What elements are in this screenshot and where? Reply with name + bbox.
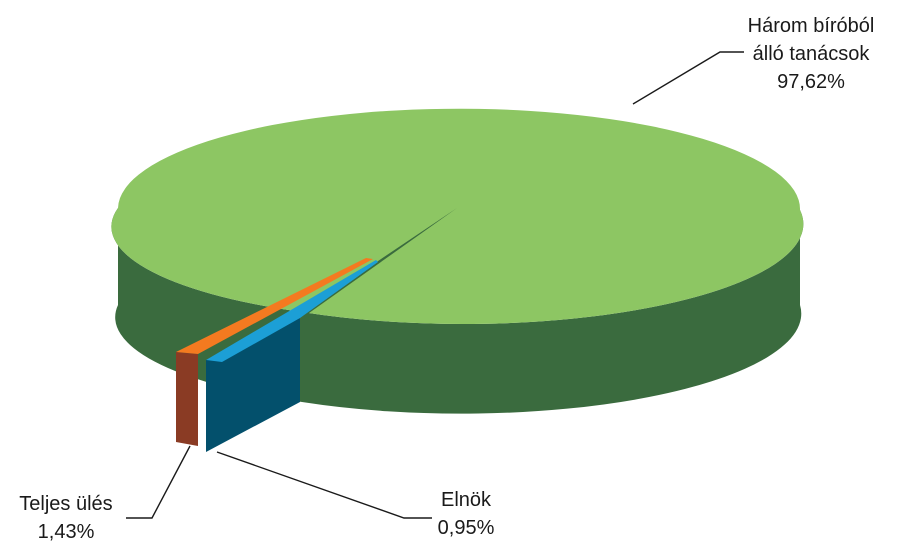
leader-line-teljes-ules — [126, 445, 191, 519]
leader-line-harom-birobol — [632, 51, 744, 105]
label-elnok: Elnök — [441, 489, 492, 511]
leader-line-elnok — [216, 451, 432, 519]
slice-harom-birobol — [111, 108, 804, 324]
label-harom-birobol-line1: Három bíróból — [748, 15, 875, 37]
label-teljes-ules: Teljes ülés — [19, 493, 112, 515]
label-elnok-value: 0,95% — [438, 517, 495, 539]
slice-teljes-ules — [176, 258, 373, 354]
slice-harom-birobol-front — [302, 210, 804, 414]
slice-teljes-ules-side — [176, 352, 198, 446]
label-harom-birobol-value: 97,62% — [777, 71, 845, 93]
slice-elnok — [206, 260, 378, 362]
slice-harom-birobol-inner — [302, 208, 457, 318]
label-teljes-ules-value: 1,43% — [38, 521, 95, 543]
label-harom-birobol-line2: álló tanácsok — [753, 43, 871, 65]
